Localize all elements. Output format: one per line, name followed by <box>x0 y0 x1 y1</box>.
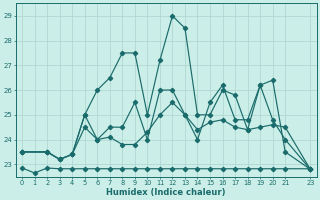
X-axis label: Humidex (Indice chaleur): Humidex (Indice chaleur) <box>107 188 226 197</box>
